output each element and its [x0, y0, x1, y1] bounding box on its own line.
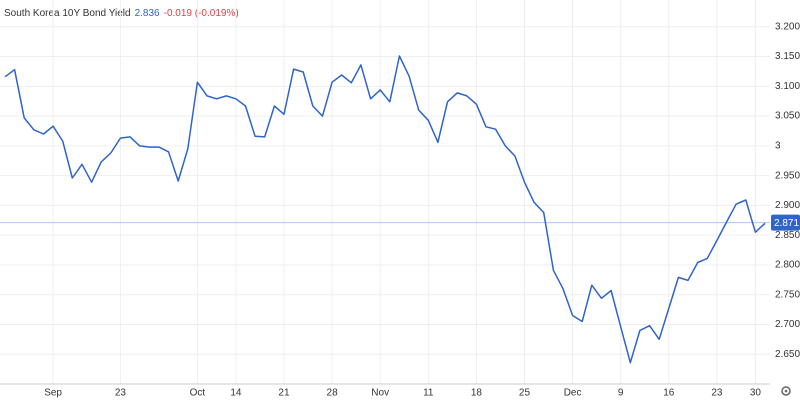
change: -0.019 (-0.019%)	[164, 8, 239, 19]
last-price-box	[771, 214, 800, 231]
gear-center[interactable]	[784, 389, 788, 393]
y-tick-label: 2.800	[775, 260, 800, 271]
gear[interactable]	[781, 386, 791, 396]
y-tick-label: 2.900	[775, 200, 800, 211]
x-tick-label: Sep	[44, 388, 62, 399]
price: 2.836	[135, 8, 160, 19]
x-tick-label: Dec	[564, 388, 582, 399]
settings-icon[interactable]	[781, 386, 791, 396]
x-tick-label: 18	[471, 388, 483, 399]
x-tick-label: Nov	[371, 388, 389, 399]
last-price-label: 2.871	[774, 218, 799, 229]
x-tick-label: 23	[115, 388, 127, 399]
y-tick-label: 3.100	[775, 81, 800, 92]
x-tick-label: 23	[711, 388, 723, 399]
y-tick-label: 3.050	[775, 111, 800, 122]
y-tick-label: 2.750	[775, 289, 800, 300]
x-tick-label: 25	[519, 388, 531, 399]
y-tick-label: 3	[775, 141, 781, 152]
x-tick-label: Oct	[190, 388, 206, 399]
x-tick-label: 28	[327, 388, 339, 399]
y-tick-label: 2.700	[775, 319, 800, 330]
chart-title: South Korea 10Y Bond Yield 2.836 -0.019 (-…	[4, 8, 239, 19]
x-tick-label: 11	[423, 388, 434, 399]
y-tick-label: 2.950	[775, 170, 800, 181]
title: South Korea 10Y Bond Yield	[4, 8, 131, 19]
x-tick-label: 21	[278, 388, 290, 399]
y-tick-label: 2.650	[775, 349, 800, 360]
x-tick-label: 16	[663, 388, 675, 399]
y-tick-label: 2.850	[775, 230, 800, 241]
x-tick-label: 14	[230, 388, 242, 399]
y-tick-label: 3.200	[775, 21, 800, 32]
x-tick-label: 30	[750, 388, 762, 399]
data-line	[4, 55, 766, 364]
x-tick-label: 9	[618, 388, 624, 399]
y-tick-label: 3.150	[775, 51, 800, 62]
